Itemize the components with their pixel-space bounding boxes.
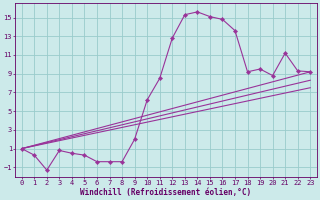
X-axis label: Windchill (Refroidissement éolien,°C): Windchill (Refroidissement éolien,°C) — [80, 188, 252, 197]
